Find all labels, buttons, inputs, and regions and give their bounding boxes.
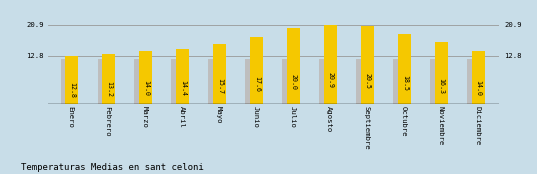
Bar [472, 51, 485, 104]
Text: 14.0: 14.0 [476, 80, 482, 96]
Text: 14.4: 14.4 [180, 80, 186, 96]
Bar [361, 26, 374, 104]
Text: 14.0: 14.0 [143, 80, 149, 96]
Bar [134, 59, 145, 104]
Bar [393, 59, 404, 104]
Text: 20.5: 20.5 [365, 73, 371, 89]
Bar [140, 51, 153, 104]
Bar [177, 49, 190, 104]
Bar [103, 54, 115, 104]
Text: 13.2: 13.2 [106, 81, 112, 97]
Bar [324, 25, 337, 104]
Text: 15.7: 15.7 [217, 78, 223, 94]
Bar [66, 56, 78, 104]
Bar [171, 59, 182, 104]
Text: Temperaturas Medias en sant celoni: Temperaturas Medias en sant celoni [21, 163, 204, 172]
Bar [320, 59, 330, 104]
Bar [357, 59, 367, 104]
Bar [61, 59, 71, 104]
Bar [467, 59, 477, 104]
Bar [282, 59, 293, 104]
Bar [98, 59, 108, 104]
Bar [430, 59, 441, 104]
Text: 20.0: 20.0 [291, 73, 297, 89]
Text: 12.8: 12.8 [69, 82, 75, 98]
Text: 18.5: 18.5 [402, 75, 408, 91]
Bar [208, 59, 219, 104]
Bar [250, 37, 263, 104]
Text: 17.6: 17.6 [254, 76, 260, 92]
Bar [398, 34, 411, 104]
Bar [287, 28, 300, 104]
Text: 20.9: 20.9 [328, 73, 334, 88]
Bar [213, 45, 226, 104]
Text: 16.3: 16.3 [439, 78, 445, 94]
Bar [435, 42, 448, 104]
Bar [245, 59, 256, 104]
